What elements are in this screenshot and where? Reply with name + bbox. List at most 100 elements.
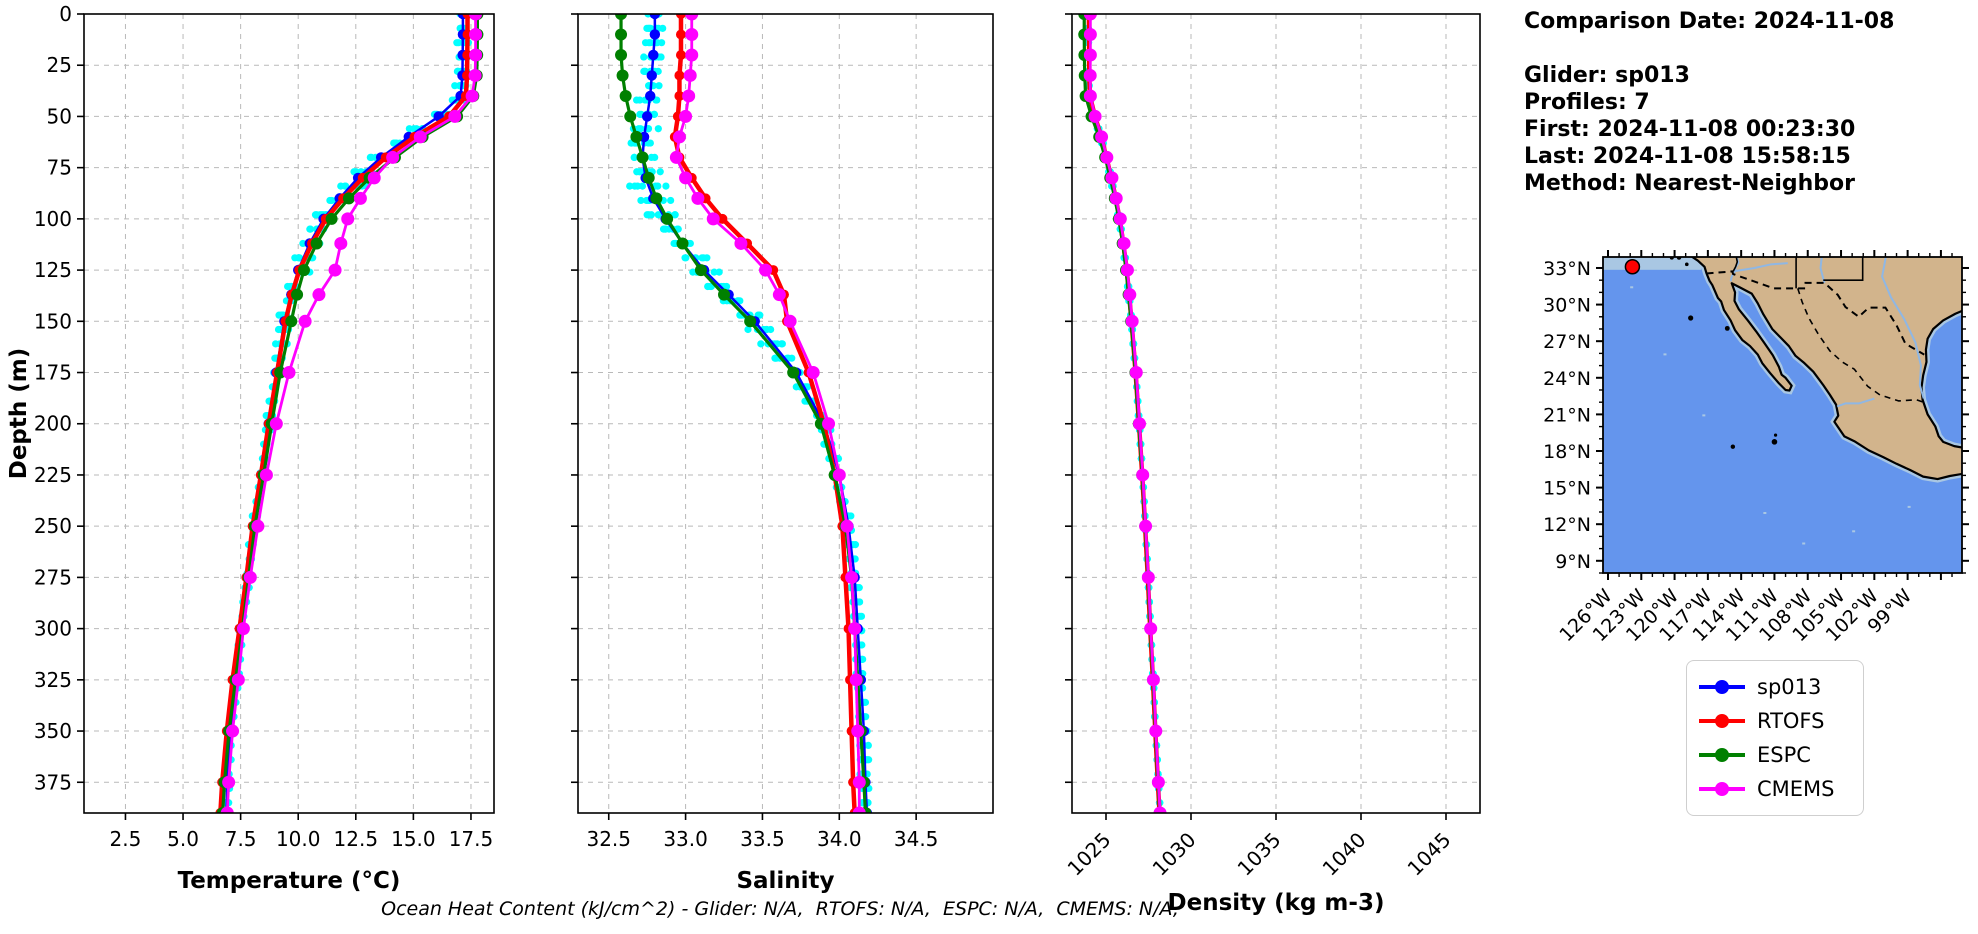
svg-text:5.0: 5.0	[167, 827, 199, 851]
svg-text:125: 125	[34, 258, 72, 282]
svg-text:25: 25	[47, 53, 72, 77]
series-rtofs	[669, 14, 860, 813]
svg-text:50: 50	[47, 104, 72, 128]
svg-text:10.0: 10.0	[276, 827, 321, 851]
land-area	[1691, 257, 1962, 481]
svg-text:1035: 1035	[1233, 828, 1286, 881]
info-gap	[1524, 35, 1974, 62]
svg-text:375: 375	[34, 770, 72, 794]
ocean-heat-content-caption: Ocean Heat Content (kJ/cm^2) - Glider: N…	[381, 898, 1179, 920]
glider-position-marker	[1624, 259, 1641, 275]
svg-text:34.0: 34.0	[817, 827, 862, 851]
svg-text:30°N: 30°N	[1543, 295, 1591, 317]
sp013-line-marker-swatch	[1699, 680, 1745, 694]
svg-text:1025: 1025	[1063, 828, 1116, 881]
x-axis-label: Salinity	[736, 868, 834, 894]
axis-ticks	[77, 13, 472, 820]
gridlines	[1072, 14, 1480, 813]
axis-tick-labels: 1025 1030 1035 1040 1045	[1063, 828, 1456, 881]
series-espc	[216, 14, 484, 813]
svg-text:1045: 1045	[1403, 828, 1456, 881]
svg-text:21°N: 21°N	[1543, 404, 1591, 426]
svg-text:0: 0	[59, 2, 72, 26]
axis-tick-labels: 32.5 33.0 33.5 34.0 34.5	[586, 827, 938, 851]
svg-text:150: 150	[34, 309, 72, 333]
svg-text:34.5: 34.5	[894, 827, 939, 851]
first-profile-time-text: First: 2024-11-08 00:23:30	[1524, 117, 1856, 142]
series-espc	[615, 14, 872, 813]
legend-label: sp013	[1757, 675, 1822, 699]
svg-text:250: 250	[34, 514, 72, 538]
comparison-date-text: Comparison Date: 2024-11-08	[1524, 9, 1895, 34]
svg-text:225: 225	[34, 463, 72, 487]
svg-text:15.0: 15.0	[391, 827, 436, 851]
svg-text:200: 200	[34, 412, 72, 436]
svg-text:75: 75	[47, 156, 72, 180]
legend: sp013 RTOFS ESPC CMEMS	[1686, 660, 1864, 816]
legend-entry-sp013: sp013	[1699, 670, 1851, 704]
profile-panel-density-kg-m: 1025 1030 1035 1040 1045 Density (kg m-3)	[1063, 13, 1481, 916]
series-sp013	[637, 14, 873, 813]
profile-panel-salinity: 32.5 33.0 33.5 34.0 34.5 Salinity	[571, 13, 994, 894]
svg-text:24°N: 24°N	[1543, 368, 1591, 390]
svg-text:15°N: 15°N	[1543, 478, 1591, 500]
svg-text:17.5: 17.5	[449, 827, 494, 851]
rivers	[1729, 257, 1925, 408]
raw-profile-scatter	[626, 14, 873, 807]
gridlines	[84, 14, 494, 813]
svg-text:33.5: 33.5	[740, 827, 785, 851]
cmems-line-marker-swatch	[1699, 782, 1745, 796]
axes-frame	[577, 13, 994, 814]
series-cmems	[1083, 14, 1167, 813]
map-ticks	[1596, 250, 1969, 580]
legend-label: ESPC	[1757, 743, 1811, 767]
legend-entry-cmems: CMEMS	[1699, 772, 1851, 806]
legend-entry-rtofs: RTOFS	[1699, 704, 1851, 738]
svg-text:1030: 1030	[1148, 828, 1201, 881]
svg-text:350: 350	[34, 719, 72, 743]
profile-panel-temperature-c: 2.5 5.0 7.5 10.0 12.5 15.0 17.5 0 25 50 75 100 125 15…	[6, 2, 495, 894]
x-axis-label: Temperature (°C)	[178, 868, 401, 894]
svg-text:9°N: 9°N	[1555, 551, 1591, 573]
rtofs-line-marker-swatch	[1699, 714, 1745, 728]
axes-frame	[1071, 13, 1481, 814]
espc-line-marker-swatch	[1699, 748, 1745, 762]
svg-text:12°N: 12°N	[1543, 514, 1591, 536]
legend-entry-espc: ESPC	[1699, 738, 1851, 772]
svg-text:18°N: 18°N	[1543, 441, 1591, 463]
svg-text:175: 175	[34, 361, 72, 385]
us-mexico-border	[1706, 270, 1925, 356]
svg-text:33.0: 33.0	[663, 827, 708, 851]
svg-text:12.5: 12.5	[334, 827, 379, 851]
axis-tick-labels: 2.5 5.0 7.5 10.0 12.5 15.0 17.5 0 25 50 75 100 125 15…	[34, 2, 493, 851]
x-axis-label: Density (kg m-3)	[1168, 890, 1385, 916]
svg-text:300: 300	[34, 617, 72, 641]
svg-text:7.5: 7.5	[225, 827, 257, 851]
map-canvas	[1603, 257, 1962, 573]
svg-text:27°N: 27°N	[1543, 331, 1591, 353]
info-panel: Comparison Date: 2024-11-08 Glider: sp01…	[1524, 8, 1974, 197]
location-map: 33°N30°N27°N24°N21°N18°N15°N12°N9°N126°W…	[1543, 250, 1969, 646]
svg-text:33°N: 33°N	[1543, 258, 1591, 280]
axis-ticks	[1065, 13, 1447, 820]
svg-text:32.5: 32.5	[586, 827, 631, 851]
series-cmems	[220, 14, 483, 813]
svg-text:100: 100	[34, 207, 72, 231]
profile-charts: 2.5 5.0 7.5 10.0 12.5 15.0 17.5 0 25 50 75 100 125 15…	[6, 2, 1481, 916]
last-profile-time-text: Last: 2024-11-08 15:58:15	[1524, 144, 1851, 169]
axes-frame	[83, 13, 495, 814]
legend-label: CMEMS	[1757, 777, 1835, 801]
svg-text:325: 325	[34, 668, 72, 692]
svg-text:2.5: 2.5	[110, 827, 142, 851]
series-espc	[1078, 14, 1166, 813]
legend-label: RTOFS	[1757, 709, 1825, 733]
method-text: Method: Nearest-Neighbor	[1524, 171, 1855, 196]
gridlines	[578, 14, 993, 813]
svg-text:275: 275	[34, 565, 72, 589]
svg-text:1040: 1040	[1318, 828, 1371, 881]
axis-ticks	[571, 13, 917, 820]
y-axis-label: Depth (m)	[6, 348, 32, 480]
glider-id-text: Glider: sp013	[1524, 63, 1690, 88]
profiles-count-text: Profiles: 7	[1524, 90, 1650, 115]
